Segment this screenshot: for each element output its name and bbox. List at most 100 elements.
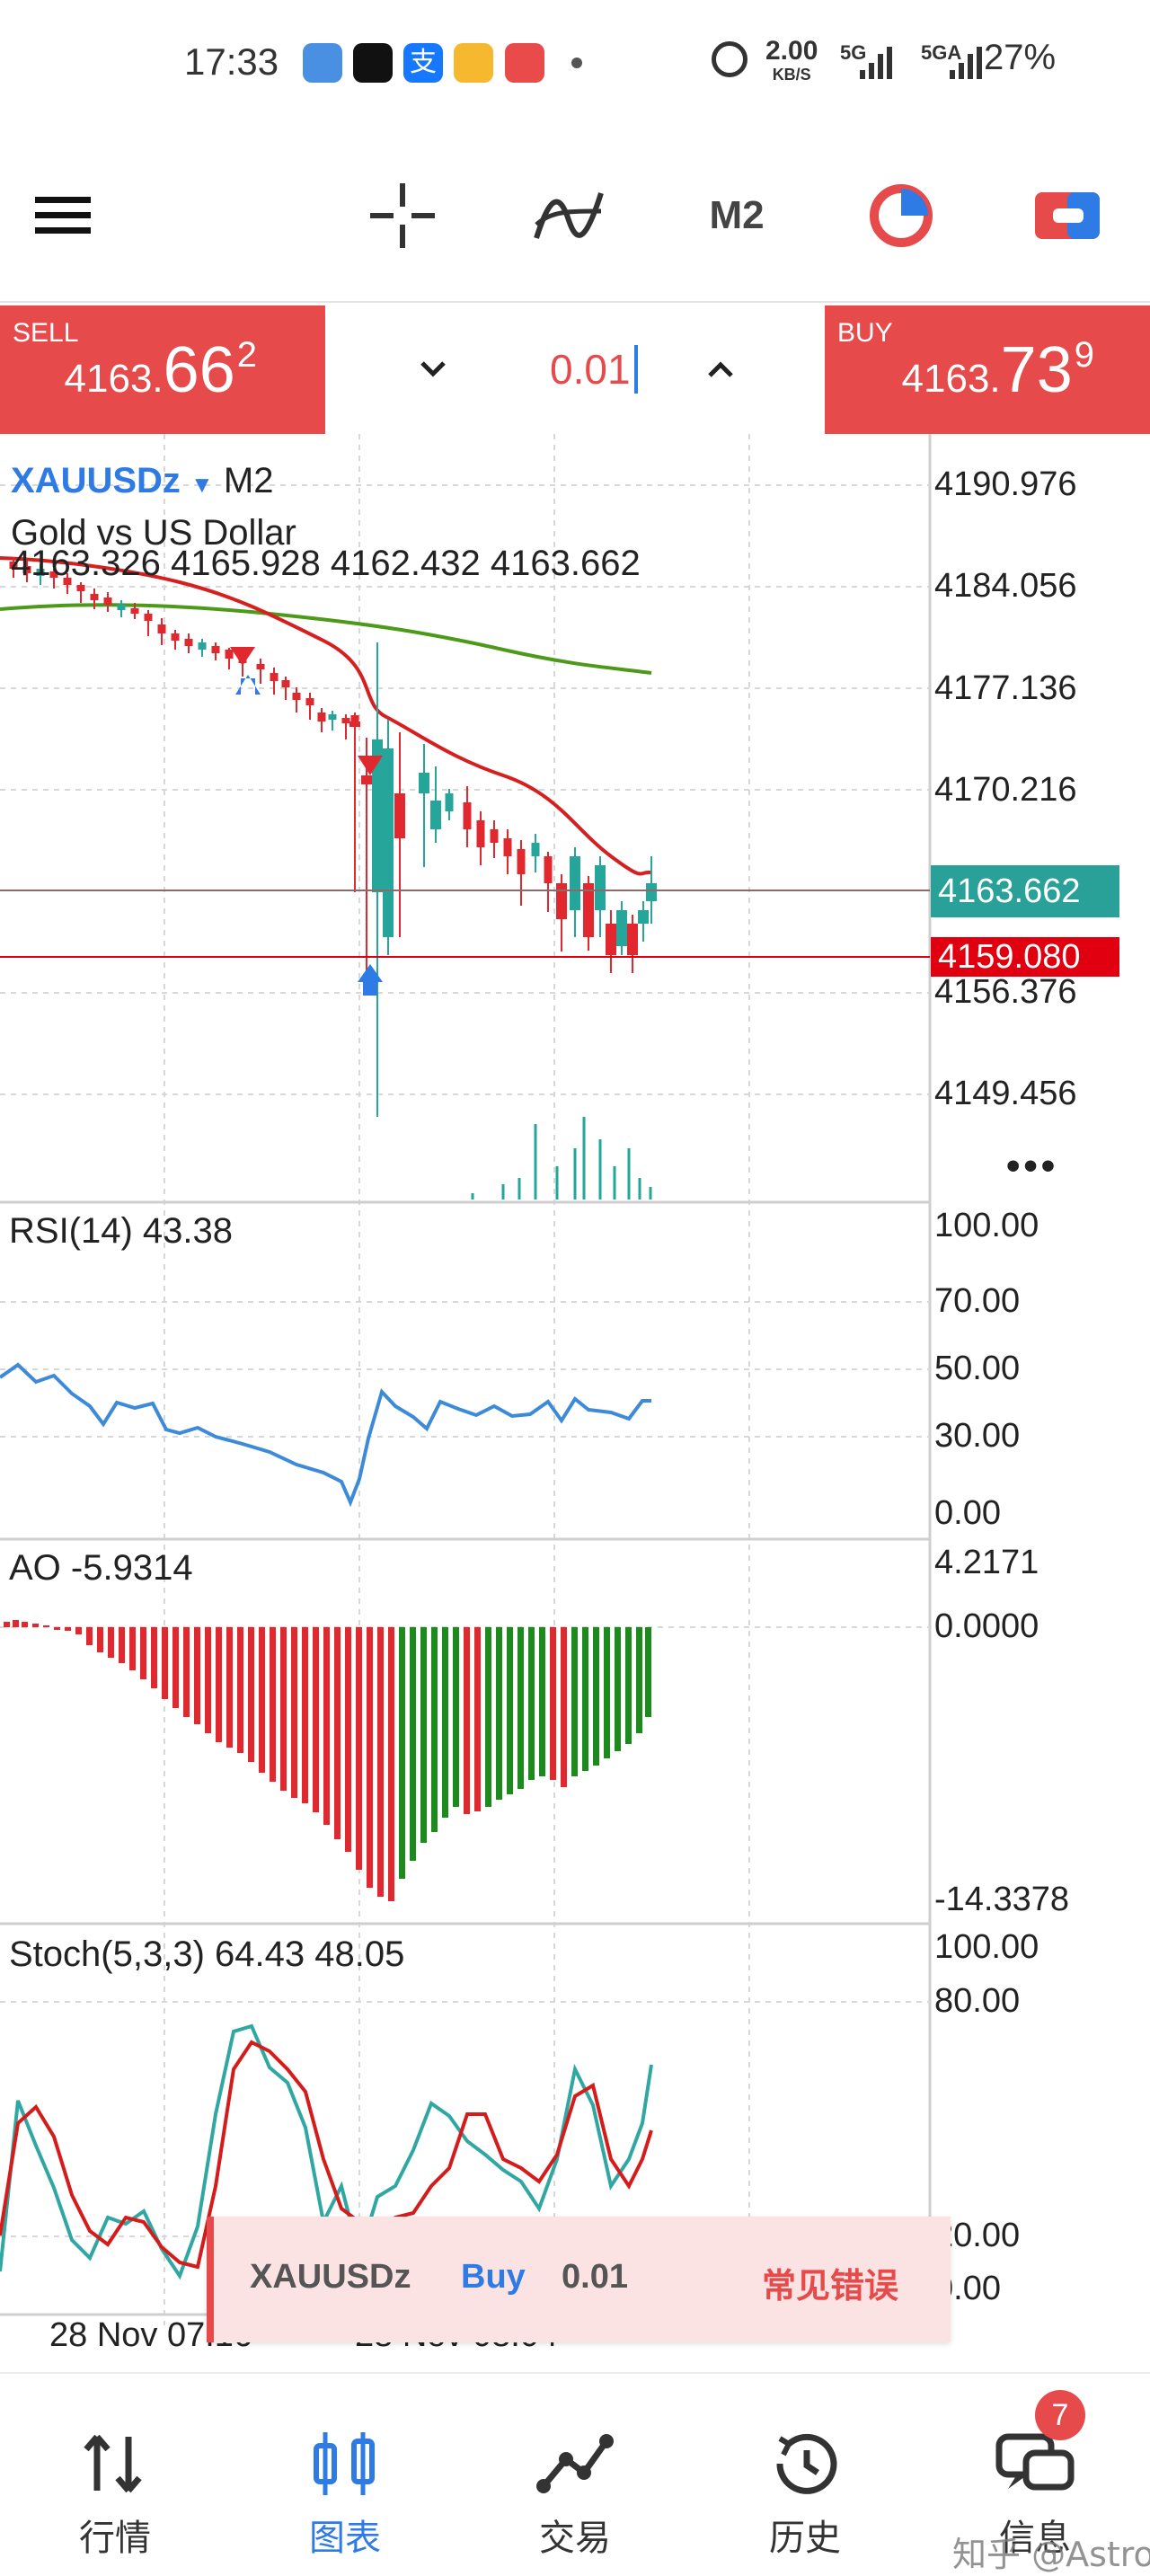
slow-moving-average-line: [0, 603, 652, 675]
lot-size-input[interactable]: 0.01: [550, 345, 638, 394]
chart-symbol-header[interactable]: XAUUSDz ▼ M2: [11, 461, 274, 500]
rsi-axis-label: 100.00: [934, 1207, 1039, 1244]
ao-bar: [645, 1627, 651, 1717]
candle-body: [383, 748, 394, 937]
ao-axis-label: 0.0000: [934, 1607, 1039, 1645]
candle-body: [198, 642, 207, 650]
volume-bars: [471, 1117, 652, 1199]
alipay-icon: 支: [403, 43, 443, 83]
buy-button[interactable]: BUY 4163.739: [825, 305, 1150, 434]
ao-bar: [216, 1627, 222, 1742]
lot-decrease-button[interactable]: [397, 338, 469, 401]
ao-bar: [22, 1622, 28, 1627]
ao-bar: [485, 1627, 491, 1807]
candle-body: [256, 664, 265, 669]
candle-body: [225, 650, 234, 659]
rsi-axis-label: 30.00: [934, 1417, 1021, 1455]
ao-bar: [561, 1627, 567, 1787]
ao-bar: [259, 1627, 265, 1773]
nav-trade[interactable]: 交易: [460, 2374, 690, 2571]
buy-label: BUY: [837, 318, 893, 348]
rsi-gridlines: [0, 1301, 930, 1438]
stoch-main-line: [0, 2023, 653, 2280]
clock-button[interactable]: [862, 180, 939, 252]
indicators-icon: [533, 192, 604, 239]
ao-bar: [356, 1627, 362, 1870]
panel-separators: [0, 434, 932, 2325]
tiktok-icon: [353, 43, 393, 83]
sell-arrow-2-icon: [358, 756, 383, 775]
chart-area[interactable]: XAUUSDz ▼ M2 Gold vs US Dollar 4163.326 …: [0, 434, 1150, 2370]
ao-title: AO -5.9314: [9, 1548, 193, 1588]
ao-bar: [302, 1627, 308, 1803]
price-axis-label: 4156.376: [934, 973, 1077, 1011]
nav-messages[interactable]: 信息 7: [920, 2374, 1150, 2571]
candle-body: [36, 569, 45, 576]
more-options-icon[interactable]: •••: [1006, 1144, 1059, 1188]
nav-trade-label: 交易: [539, 2518, 611, 2559]
candle-body: [317, 713, 326, 721]
chart-ohlc: 4163.326 4165.928 4162.432 4163.662: [11, 544, 641, 583]
candle-body: [430, 801, 441, 829]
ao-bar: [226, 1627, 233, 1748]
ao-bar: [507, 1627, 513, 1794]
ao-bar: [410, 1627, 416, 1861]
indicators-button[interactable]: [530, 180, 606, 252]
nav-chart[interactable]: 图表: [230, 2374, 460, 2571]
stoch-axis-label: 100.00: [934, 1928, 1039, 1966]
candle-body: [531, 843, 540, 856]
candle-body: [117, 605, 126, 610]
price-axis-label: 4190.976: [934, 465, 1077, 503]
candle-body: [305, 698, 314, 705]
signal-5g-label: 5G: [840, 41, 867, 64]
more-notifications-dot: [571, 58, 582, 68]
lot-size-control: 0.01: [325, 305, 825, 434]
candle-body: [627, 924, 638, 955]
ao-bar: [43, 1625, 49, 1627]
ao-bar: [162, 1627, 168, 1699]
candlestick-chart-icon: [314, 2432, 375, 2495]
candle-body: [638, 910, 649, 924]
ao-bar: [518, 1627, 524, 1789]
candle-body: [103, 598, 112, 605]
ao-bar: [129, 1627, 136, 1670]
timeframe-button[interactable]: M2: [709, 193, 765, 237]
one-click-trading-button[interactable]: [1031, 180, 1103, 252]
stop-loss-price-tag: 4159.080: [931, 937, 1119, 977]
ao-bar: [323, 1627, 330, 1825]
rsi-line: [0, 1362, 651, 1508]
candle-body: [570, 856, 580, 910]
candle-body: [90, 594, 99, 600]
crosshair-button[interactable]: [364, 180, 440, 252]
chevron-up-icon: [708, 361, 733, 377]
order-notification[interactable]: XAUUSDz Buy 0.01 常见错误: [207, 2217, 951, 2342]
menu-button[interactable]: [27, 180, 99, 252]
candle-body: [646, 883, 657, 901]
ao-bar: [442, 1627, 448, 1818]
candle-body: [63, 578, 72, 585]
common-errors-link[interactable]: 常见错误: [762, 2266, 899, 2306]
nav-quotes[interactable]: 行情: [0, 2374, 230, 2571]
buy-price: 4163.739: [901, 334, 1094, 406]
ao-bar: [86, 1627, 93, 1645]
nav-history[interactable]: 历史: [690, 2374, 920, 2571]
ao-bar: [75, 1627, 82, 1634]
candle-body: [544, 856, 553, 883]
signal-bars-2-icon: [950, 47, 982, 79]
lot-increase-button[interactable]: [685, 338, 756, 401]
ao-bar: [399, 1627, 405, 1879]
trade-line-icon: [536, 2434, 614, 2493]
ao-bar: [313, 1627, 319, 1812]
ao-bar: [625, 1627, 632, 1744]
crosshair-icon: [369, 183, 435, 248]
status-time: 17:33: [184, 40, 279, 83]
unread-badge: 7: [1035, 2390, 1085, 2440]
bottom-navigation: 行情 图表 交易 历史 信息 7 知乎 @Astro: [0, 2372, 1150, 2574]
clock-icon: [869, 184, 933, 247]
candle-body: [419, 773, 429, 793]
sell-button[interactable]: SELL 4163.662: [0, 305, 325, 434]
nav-history-label: 历史: [769, 2518, 841, 2559]
ao-bar: [615, 1627, 621, 1751]
rsi-title: RSI(14) 43.38: [9, 1211, 234, 1251]
candle-body: [157, 624, 166, 633]
